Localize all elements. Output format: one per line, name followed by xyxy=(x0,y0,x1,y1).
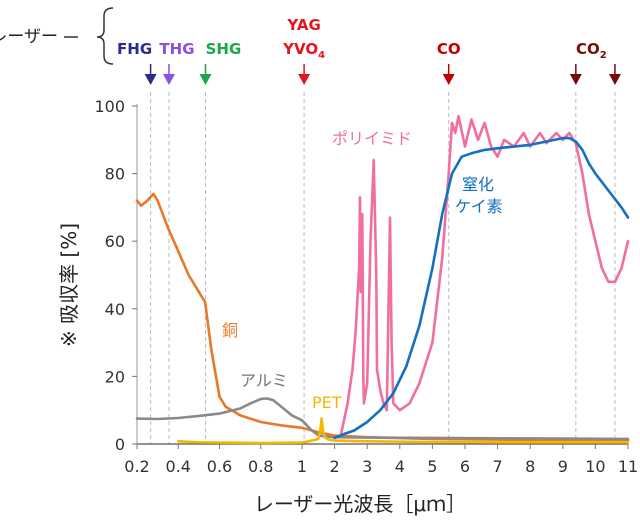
laser-arrow-yag xyxy=(298,74,311,85)
laser-label-yag: YAG xyxy=(286,16,320,34)
laser-label-sub-co2a: 2 xyxy=(600,50,607,61)
label-polyimide: ポリイミド xyxy=(332,129,412,148)
x-tick-label: 9 xyxy=(558,457,568,476)
series-line-アルミ xyxy=(135,397,630,441)
x-tick-label: 6 xyxy=(460,457,470,476)
laser-arrow-thg xyxy=(162,74,175,85)
laser-arrow-co2a xyxy=(569,74,582,85)
laser-label-thg: THG xyxy=(159,40,194,58)
series-line-PET xyxy=(177,417,630,445)
laser-group-label: レーザー xyxy=(0,27,58,47)
label-pet: PET xyxy=(312,393,342,412)
laser-arrow-fhg xyxy=(144,74,157,85)
y-tick-label: 60 xyxy=(105,232,125,251)
laser-label-shg: SHG xyxy=(206,40,242,58)
x-tick-label: 0.4 xyxy=(166,457,191,476)
y-axis-title: ※ 吸収率 [%] xyxy=(57,223,81,347)
y-tick-label: 20 xyxy=(105,367,125,386)
laser-guide-lines xyxy=(150,92,616,444)
label-copper: 銅 xyxy=(222,321,238,340)
x-tick-label: 0.6 xyxy=(207,457,232,476)
laser-arrow-shg xyxy=(199,74,212,85)
x-tick-label: 8 xyxy=(525,457,535,476)
x-tick-label: 7 xyxy=(493,457,503,476)
laser-bracket xyxy=(64,7,114,65)
laser-markers: FHG THG SHG YAG YVO4 CO CO2 xyxy=(117,16,621,85)
x-tick-label: 5 xyxy=(427,457,437,476)
x-tick-label: 1 xyxy=(297,457,307,476)
x-tick-label: 3 xyxy=(362,457,372,476)
y-tick-label: 80 xyxy=(105,165,125,184)
x-tick-label: 0.2 xyxy=(124,457,149,476)
x-tick-label: 4 xyxy=(395,457,405,476)
laser-arrow-co xyxy=(442,74,455,85)
axes: 0 20 40 60 80 100 0.2 0.4 0.6 0.8 1 2 3 4 5 6 7 8 9 10 11 xyxy=(94,97,638,476)
laser-label-yvo4-sub: 4 xyxy=(318,50,325,61)
y-tick-label: 40 xyxy=(105,300,125,319)
x-axis-title: レーザー光波長［μｍ］ xyxy=(254,492,466,516)
x-tick-label: 11 xyxy=(618,457,638,476)
laser-label-yvo4: YVO4 xyxy=(282,40,325,61)
y-tick-label: 100 xyxy=(94,97,125,116)
laser-label-fhg: FHG xyxy=(117,40,152,58)
laser-label-co2a: CO2 xyxy=(576,40,607,61)
laser-arrow-co2b xyxy=(608,74,621,85)
x-tick-label: 0.8 xyxy=(248,457,273,476)
label-nitride-line1: 窒化 xyxy=(462,175,494,194)
laser-label-co: CO xyxy=(437,40,461,58)
series-line-ポリイミド xyxy=(339,114,630,436)
series-lines xyxy=(135,114,630,445)
series-line-窒化ケイ素 xyxy=(333,136,630,440)
label-aluminum: アルミ xyxy=(240,371,288,390)
y-tick-label: 0 xyxy=(115,435,125,454)
x-tick-label: 2 xyxy=(330,457,340,476)
label-nitride-line2: ケイ素 xyxy=(455,197,503,216)
x-tick-label: 10 xyxy=(585,457,605,476)
